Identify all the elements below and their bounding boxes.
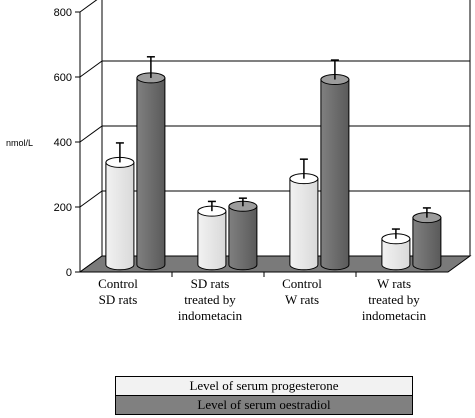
y-tick-label: 600 xyxy=(54,72,72,84)
side-gridline xyxy=(79,190,103,208)
bar-oestradiol xyxy=(412,217,442,271)
y-tick-label: 800 xyxy=(54,7,72,19)
side-gridline xyxy=(79,125,103,143)
bar-progesterone xyxy=(381,238,411,271)
bar-oestradiol xyxy=(320,79,350,271)
x-tick-label: W rats treated by indometacin xyxy=(362,276,427,323)
legend: Level of serum progesterone Level of ser… xyxy=(115,376,413,415)
bar-progesterone xyxy=(289,178,319,271)
legend-item-oestradiol: Level of serum oestradiol xyxy=(116,395,412,414)
chart-labels: 0 200 400 600 800 nmol/L Control SD rats SD rats… xyxy=(6,7,427,323)
x-tick-label: Control SD rats xyxy=(98,276,138,307)
y-tick-label: 0 xyxy=(66,267,72,279)
bar-progesterone xyxy=(197,210,227,271)
bar-oestradiol xyxy=(136,77,166,271)
chart-background xyxy=(75,0,472,277)
side-gridline xyxy=(79,60,103,78)
chart-bars xyxy=(105,56,442,271)
x-tick-label: SD rats treated by indometacin xyxy=(178,276,243,323)
legend-item-progesterone: Level of serum progesterone xyxy=(116,377,412,395)
x-tick-label: Control W rats xyxy=(282,276,322,307)
y-axis-label: nmol/L xyxy=(6,138,33,148)
y-tick-label: 200 xyxy=(54,202,72,214)
bar-progesterone xyxy=(105,161,135,271)
side-gridline xyxy=(79,0,98,13)
y-tick-label: 400 xyxy=(54,137,72,149)
bar-oestradiol xyxy=(228,205,258,271)
